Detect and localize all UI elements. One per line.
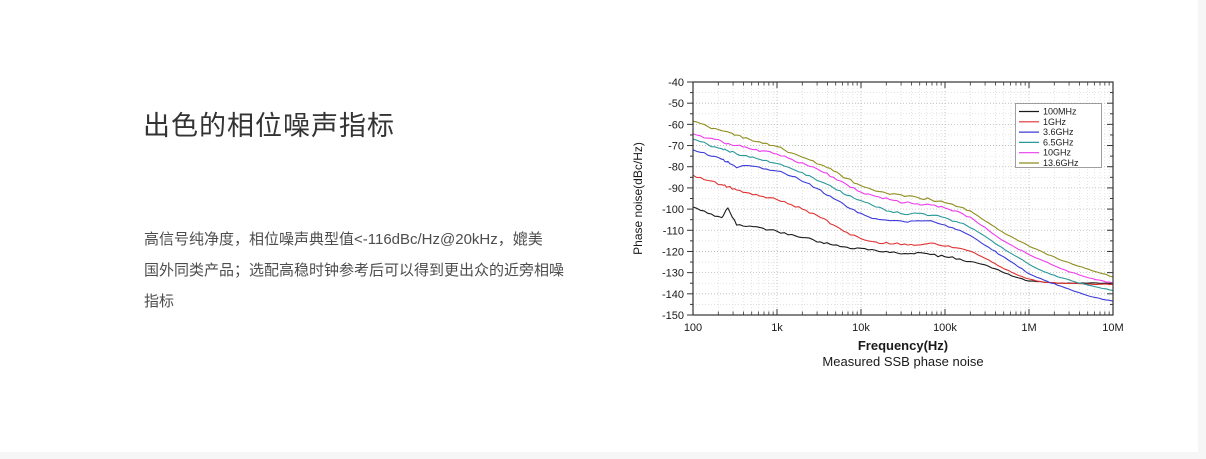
series-13.6GHz: [692, 120, 1114, 278]
y-axis-labels: -40 -50 -60 -70 -80 -90 -100 -110 -120 -130 -140 -1…: [662, 77, 684, 322]
x-tick-label: 100: [684, 322, 702, 334]
chart-titles: Frequency(Hz)Measured SSB phase noise Pha…: [631, 142, 984, 369]
x-tick-label: 1k: [771, 322, 783, 334]
y-tick-label: -90: [668, 183, 684, 195]
y-tick-label: -40: [668, 77, 684, 89]
phase-noise-chart-svg: -40 -50 -60 -70 -80 -90 -100 -110 -120 -130 -140 -1…: [631, 77, 1124, 369]
series-6.5GHz: [692, 138, 1114, 292]
series-1GHz: [692, 174, 1114, 286]
content-card: 出色的相位噪声指标 高信号纯净度，相位噪声典型值<-116dBc/Hz@20kH…: [143, 62, 1142, 374]
y-tick-label: -100: [662, 204, 684, 216]
chart-grid: [693, 82, 1113, 315]
y-tick-label: -60: [668, 119, 684, 131]
chart-frame: [687, 81, 1114, 316]
x-tick-label: 10k: [852, 322, 870, 334]
section-description: 高信号纯净度，相位噪声典型值<-116dBc/Hz@20kHz，媲美 国外同类产…: [144, 231, 565, 310]
legend-label-3.6GHz: 3.6GHz: [1043, 127, 1074, 137]
y-tick-label: -120: [662, 246, 684, 258]
series-3.6GHz: [692, 149, 1114, 302]
x-axis-title: Frequency(Hz): [858, 338, 948, 353]
y-tick-label: -130: [662, 268, 684, 280]
x-tick-label: 10M: [1102, 322, 1123, 334]
x-tick-label: 1M: [1021, 322, 1036, 334]
chart-caption: Measured SSB phase noise: [822, 354, 983, 369]
y-axis-title: Phase noise(dBc/Hz): [631, 142, 645, 255]
legend-label-6.5GHz: 6.5GHz: [1043, 137, 1074, 147]
y-tick-label: -150: [662, 310, 684, 322]
series-10GHz: [692, 133, 1114, 284]
legend-label-10GHz: 10GHz: [1043, 148, 1072, 158]
x-axis-labels: 100 1k 10k 100k 1M 10M: [684, 322, 1124, 334]
y-tick-label: -110: [663, 225, 684, 237]
y-tick-label: -140: [662, 289, 684, 301]
legend-label-100MHz: 100MHz: [1043, 107, 1077, 117]
legend-label-1GHz: 1GHz: [1043, 117, 1067, 127]
y-tick-label: -70: [668, 141, 684, 153]
chart-series: [692, 120, 1114, 302]
legend-label-13.6GHz: 13.6GHz: [1043, 158, 1079, 168]
section-title: 出色的相位噪声指标: [143, 111, 395, 141]
x-tick-label: 100k: [933, 322, 957, 334]
series-100MHz: [692, 206, 1114, 284]
bottom-strip: [0, 452, 1206, 459]
y-tick-label: -50: [668, 98, 684, 110]
y-tick-label: -80: [668, 162, 684, 174]
phase-noise-chart: -40 -50 -60 -70 -80 -90 -100 -110 -120 -130 -140 -1…: [630, 62, 1142, 374]
